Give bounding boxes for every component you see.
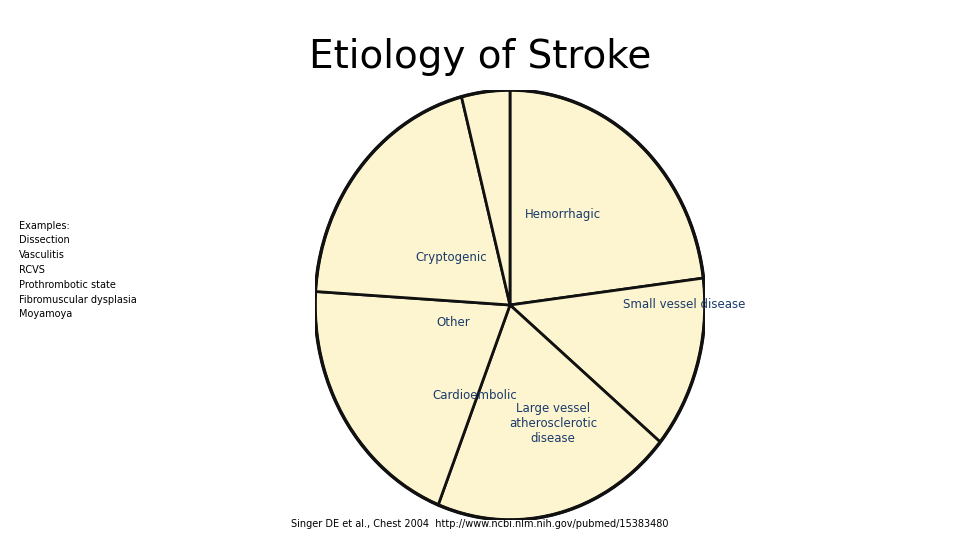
Wedge shape	[438, 305, 660, 520]
Text: Other: Other	[436, 316, 469, 329]
Text: Singer DE et al., Chest 2004  http://www.ncbi.nlm.nih.gov/pubmed/15383480: Singer DE et al., Chest 2004 http://www.…	[291, 519, 669, 529]
Text: Examples:
Dissection
Vasculitis
RCVS
Prothrombotic state
Fibromuscular dysplasia: Examples: Dissection Vasculitis RCVS Pro…	[19, 221, 137, 319]
Wedge shape	[462, 90, 510, 305]
Text: Small vessel disease: Small vessel disease	[623, 299, 746, 312]
Wedge shape	[510, 278, 705, 442]
Wedge shape	[510, 90, 704, 305]
Text: Hemorrhagic: Hemorrhagic	[524, 208, 601, 221]
Wedge shape	[315, 292, 510, 505]
Text: Cardioembolic: Cardioembolic	[433, 389, 517, 402]
Text: Cryptogenic: Cryptogenic	[416, 251, 488, 264]
Text: Large vessel
atherosclerotic
disease: Large vessel atherosclerotic disease	[509, 402, 597, 445]
Wedge shape	[316, 97, 510, 305]
Text: Etiology of Stroke: Etiology of Stroke	[309, 38, 651, 76]
